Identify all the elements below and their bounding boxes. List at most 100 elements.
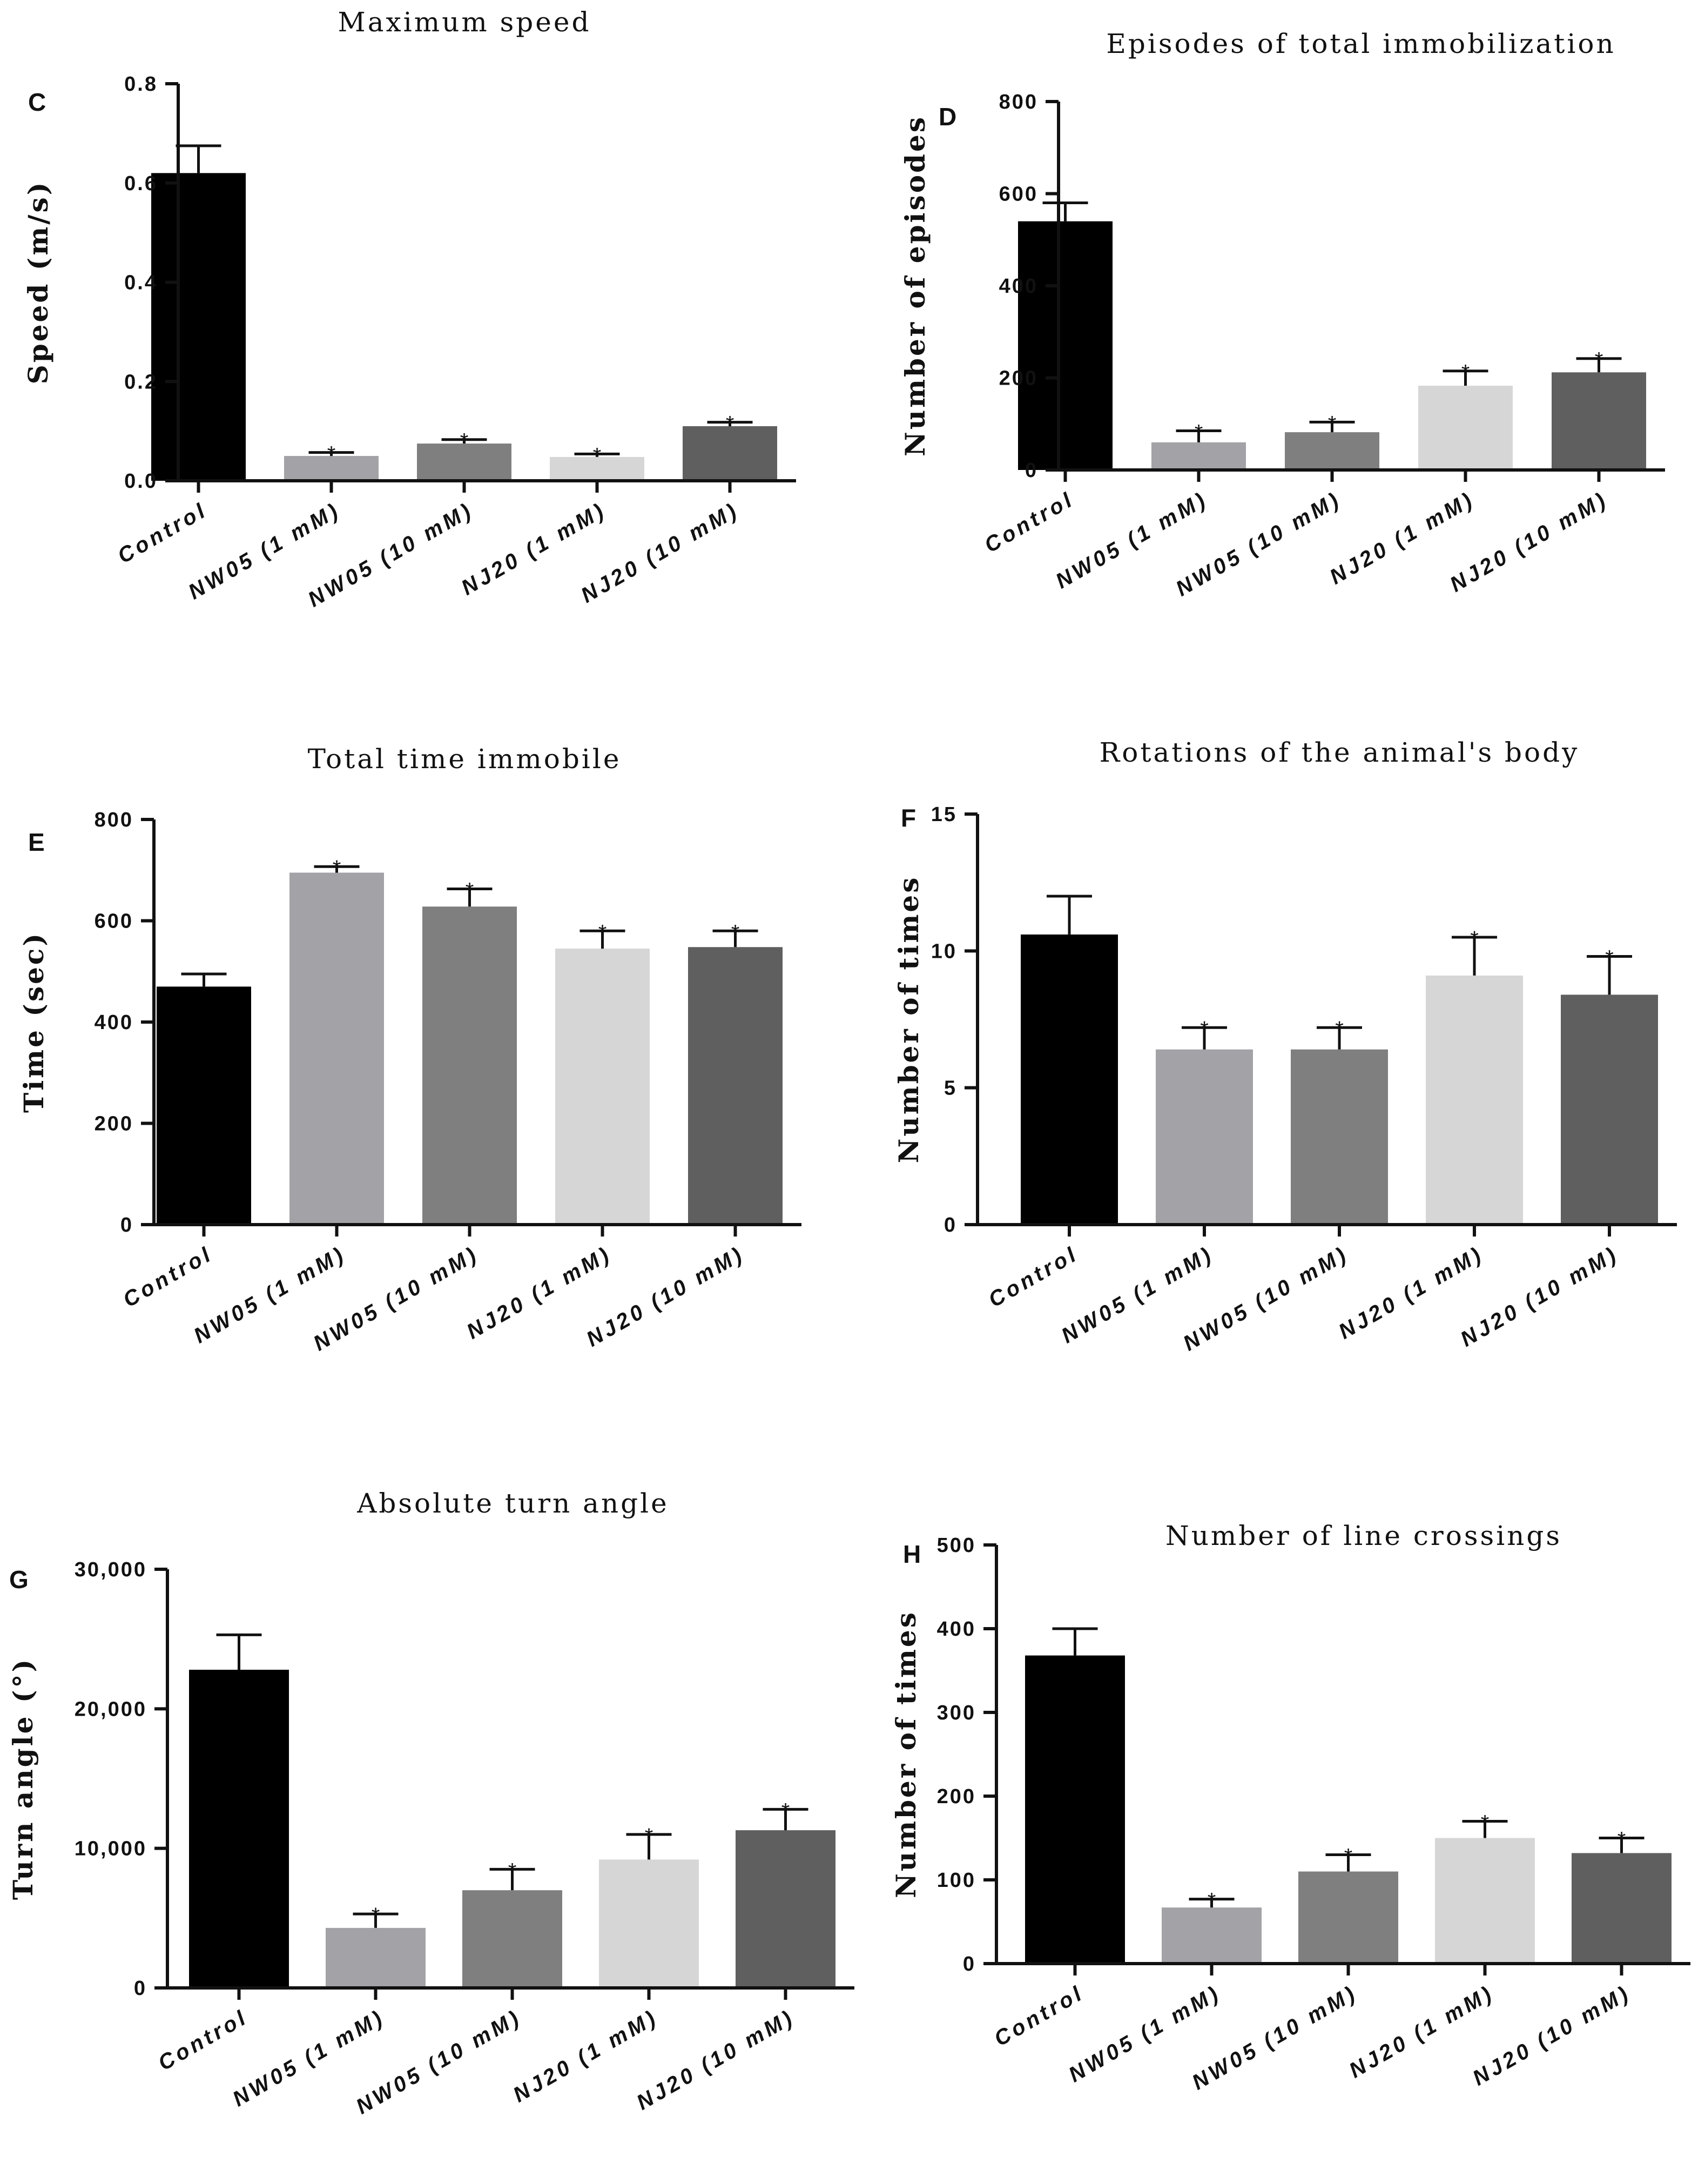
y-tick-label: 0 — [1025, 459, 1038, 482]
y-tick-label: 0.0 — [124, 470, 158, 493]
error-bar — [1047, 895, 1092, 935]
error-bar — [489, 1867, 535, 1891]
y-tick-label: 10,000 — [75, 1838, 147, 1860]
y-tick-label: 20,000 — [75, 1698, 147, 1721]
y-tick-label: 600 — [999, 183, 1038, 206]
error-bar — [1576, 357, 1622, 373]
x-tick-label: Control — [990, 1981, 1088, 2051]
y-tick-label: 15 — [931, 803, 957, 826]
panel-letter: F — [901, 804, 916, 832]
error-bar — [1309, 420, 1355, 433]
chart-title: Total time immobile — [308, 743, 622, 775]
y-tick-label: 10 — [931, 940, 957, 963]
error-bar — [1176, 429, 1222, 442]
y-tick-label: 0.4 — [124, 272, 158, 294]
y-tick-label: 200 — [95, 1113, 133, 1135]
y-tick-label: 30,000 — [75, 1558, 147, 1581]
error-bar — [707, 421, 753, 426]
panel-letter: E — [28, 828, 45, 856]
significance-marker: * — [508, 1859, 517, 1883]
bar-nj20-10-mm — [1561, 994, 1658, 1225]
bar-nj20-10-mm — [683, 426, 777, 481]
error-bar — [1599, 1837, 1645, 1853]
bar-control — [1018, 221, 1113, 470]
y-tick-label: 0.8 — [124, 73, 158, 96]
y-tick-label: 500 — [937, 1534, 976, 1557]
bar-nj20-10-mm — [1552, 372, 1646, 470]
bar-nj20-1-mm — [1426, 975, 1523, 1225]
x-tick-label: Control — [154, 2005, 252, 2075]
bar-nj20-10-mm — [688, 947, 783, 1225]
y-tick-label: 0 — [963, 1953, 976, 1975]
x-tick-label: Control — [985, 1242, 1083, 1312]
y-tick-label: 400 — [95, 1011, 133, 1034]
y-tick-label: 0 — [944, 1214, 957, 1237]
error-bar — [1042, 201, 1088, 221]
significance-marker: * — [1344, 1845, 1353, 1869]
chart-panel-f: F Rotations of the animal's body Number of… — [893, 737, 1677, 1355]
significance-marker: * — [333, 856, 341, 880]
error-bar — [1325, 1853, 1371, 1872]
bar-nw05-10-mm — [1285, 432, 1379, 470]
bar-nw05-1-mm — [1162, 1907, 1262, 1964]
chart-title: Absolute turn angle — [356, 1488, 669, 1519]
error-bar — [763, 1807, 808, 1831]
significance-marker: * — [1461, 361, 1470, 385]
chart-title: Number of line crossings — [1165, 1520, 1562, 1551]
error-bar — [1317, 1026, 1362, 1050]
bar-nw05-10-mm — [1298, 1871, 1398, 1964]
error-bar — [176, 144, 221, 173]
bar-nw05-1-mm — [284, 456, 379, 481]
y-tick-label: 100 — [937, 1869, 976, 1892]
bar-control — [189, 1670, 289, 1988]
bar-nw05-10-mm — [462, 1890, 562, 1988]
bar-nw05-1-mm — [326, 1927, 426, 1988]
bar-control — [1021, 934, 1118, 1225]
panel-letter: C — [28, 88, 46, 116]
bar-nj20-1-mm — [599, 1859, 699, 1988]
panel-letter: D — [939, 103, 956, 131]
y-tick-label: 400 — [937, 1618, 976, 1641]
bar-control — [157, 986, 251, 1225]
error-bar — [216, 1633, 262, 1670]
significance-marker: * — [466, 878, 474, 902]
y-tick-label: 0 — [120, 1214, 133, 1237]
significance-marker: * — [1605, 946, 1614, 970]
y-tick-label: 200 — [999, 367, 1038, 390]
panel-letter: G — [9, 1565, 29, 1594]
x-tick-label: Control — [980, 487, 1079, 557]
significance-marker: * — [1328, 412, 1337, 435]
error-bar — [441, 438, 487, 444]
y-tick-label: 5 — [944, 1077, 957, 1100]
bar-nw05-1-mm — [1151, 442, 1246, 470]
bar-nj20-10-mm — [1572, 1853, 1672, 1964]
chart-panel-h: H Number of line crossings Number of times… — [890, 1520, 1690, 2094]
significance-marker: * — [781, 1799, 790, 1823]
significance-marker: * — [1595, 348, 1603, 372]
significance-marker: * — [598, 920, 607, 944]
error-bar — [1452, 936, 1497, 976]
significance-marker: * — [460, 429, 469, 453]
y-axis-label: Turn angle (°) — [7, 1657, 39, 1900]
bar-nw05-1-mm — [1156, 1049, 1253, 1225]
chart-panel-d: D Episodes of total immobilization Number … — [899, 28, 1665, 601]
panel-letter: H — [903, 1540, 921, 1568]
y-tick-label: 0.2 — [124, 371, 158, 393]
error-bar — [1189, 1898, 1235, 1908]
significance-marker: * — [372, 1904, 380, 1927]
significance-marker: * — [1200, 1017, 1209, 1041]
y-tick-label: 800 — [999, 91, 1038, 113]
significance-marker: * — [731, 920, 740, 944]
significance-marker: * — [1335, 1017, 1344, 1041]
error-bar — [1462, 1820, 1508, 1838]
bar-nj20-1-mm — [550, 456, 644, 481]
error-bar — [574, 452, 620, 457]
error-bar — [447, 887, 493, 907]
error-bar — [1052, 1627, 1098, 1656]
error-bar — [181, 972, 227, 987]
y-axis-label: Time (sec) — [18, 931, 50, 1113]
error-bar — [712, 929, 758, 947]
